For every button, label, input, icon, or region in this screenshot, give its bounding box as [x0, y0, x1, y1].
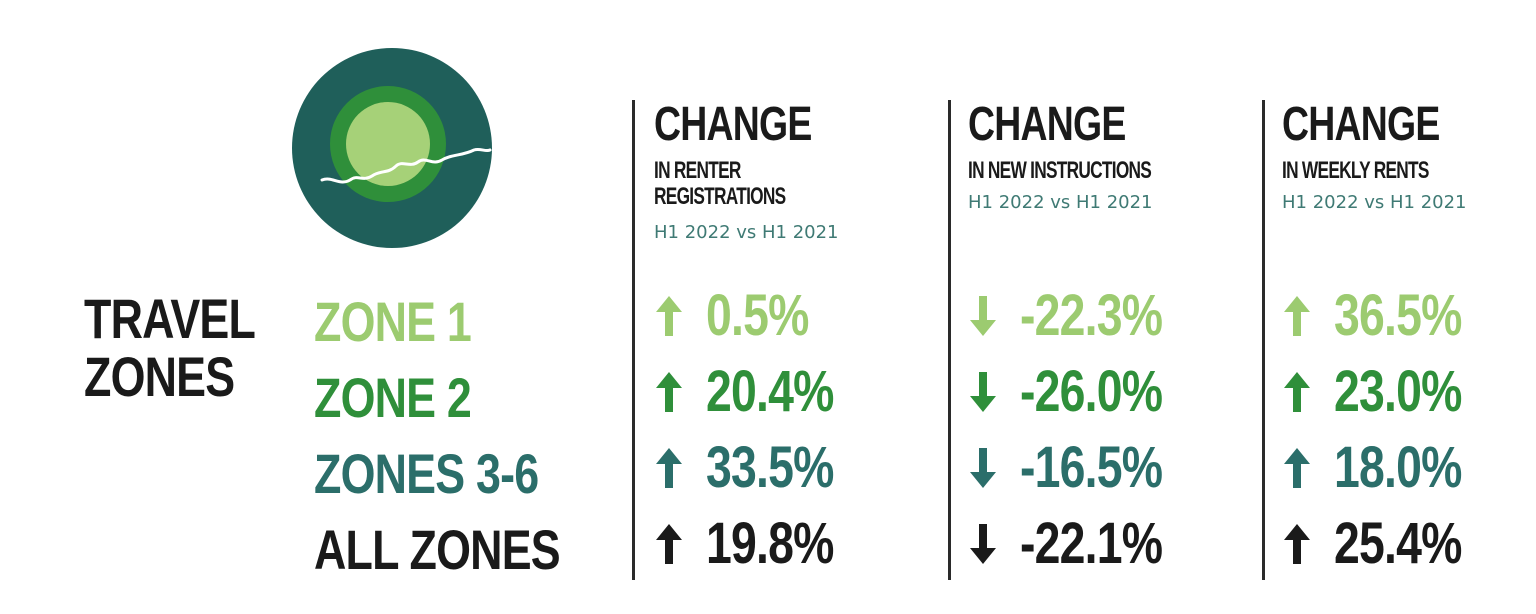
row-header-line2: ZONES: [84, 345, 235, 408]
column-subtitle-line1: IN WEEKLY RENTS: [1282, 157, 1429, 184]
arrow-up-icon: [656, 448, 682, 488]
value-text: 33.5%: [706, 435, 834, 500]
value-text: 36.5%: [1334, 283, 1462, 348]
column-subtitle-line1: IN RENTER: [654, 157, 741, 184]
value-cell: 0.5%: [656, 286, 834, 346]
column-subtitle-line2: REGISTRATIONS: [654, 183, 786, 210]
zone-label-all: ALL ZONES: [314, 518, 561, 581]
arrow-up-icon: [1284, 372, 1310, 412]
arrow-down-icon: [970, 524, 996, 564]
zone-label-2: ZONE 2: [314, 366, 472, 429]
column-divider: [1262, 100, 1265, 580]
value-text: -22.1%: [1020, 511, 1163, 576]
column-subtitle: IN RENTER REGISTRATIONS: [654, 158, 799, 210]
zone-label-1: ZONE 1: [314, 290, 472, 353]
column-period: H1 2022 vs H1 2021: [968, 192, 1153, 213]
arrow-down-icon: [970, 372, 996, 412]
value-cell: 18.0%: [1284, 438, 1493, 498]
arrow-up-icon: [1284, 448, 1310, 488]
value-text: -22.3%: [1020, 283, 1163, 348]
value-cell: -22.3%: [970, 286, 1198, 346]
arrow-down-icon: [970, 296, 996, 336]
column-header-renter-registrations: CHANGE IN RENTER REGISTRATIONS H1 2022 v…: [654, 98, 856, 244]
arrow-up-icon: [1284, 296, 1310, 336]
value-cell: -16.5%: [970, 438, 1198, 498]
column-title: CHANGE: [1282, 98, 1440, 151]
value-text: 18.0%: [1334, 435, 1462, 500]
value-text: -16.5%: [1020, 435, 1163, 500]
value-cell: 19.8%: [656, 514, 865, 574]
column-header-weekly-rents: CHANGE IN WEEKLY RENTS H1 2022 vs H1 202…: [1282, 98, 1486, 214]
value-cell: 25.4%: [1284, 514, 1493, 574]
zone-label-3-6: ZONES 3-6: [314, 442, 539, 505]
value-text: 0.5%: [706, 283, 809, 348]
value-text: 25.4%: [1334, 511, 1462, 576]
arrow-up-icon: [1284, 524, 1310, 564]
value-text: 23.0%: [1334, 359, 1462, 424]
column-subtitle-line1: IN NEW INSTRUCTIONS: [968, 157, 1152, 184]
value-cell: 23.0%: [1284, 362, 1493, 422]
arrow-down-icon: [970, 448, 996, 488]
value-text: -26.0%: [1020, 359, 1163, 424]
row-header: TRAVEL ZONES: [84, 287, 256, 408]
row-header-line1: TRAVEL: [84, 287, 256, 350]
column-header-new-instructions: CHANGE IN NEW INSTRUCTIONS H1 2022 vs H1…: [968, 98, 1222, 214]
column-period: H1 2022 vs H1 2021: [1282, 192, 1467, 213]
value-cell: 36.5%: [1284, 286, 1493, 346]
column-divider: [948, 100, 951, 580]
value-cell: -26.0%: [970, 362, 1198, 422]
arrow-up-icon: [656, 296, 682, 336]
value-text: 19.8%: [706, 511, 834, 576]
london-zones-map-icon: [292, 48, 492, 248]
column-divider: [632, 100, 635, 580]
column-title: CHANGE: [654, 98, 812, 151]
value-cell: 20.4%: [656, 362, 865, 422]
arrow-up-icon: [656, 524, 682, 564]
arrow-up-icon: [656, 372, 682, 412]
column-title: CHANGE: [968, 98, 1126, 151]
value-cell: -22.1%: [970, 514, 1198, 574]
column-subtitle: IN NEW INSTRUCTIONS: [968, 157, 1152, 184]
value-text: 20.4%: [706, 359, 834, 424]
column-period: H1 2022 vs H1 2021: [654, 222, 839, 243]
value-cell: 33.5%: [656, 438, 865, 498]
column-subtitle: IN WEEKLY RENTS: [1282, 158, 1429, 184]
